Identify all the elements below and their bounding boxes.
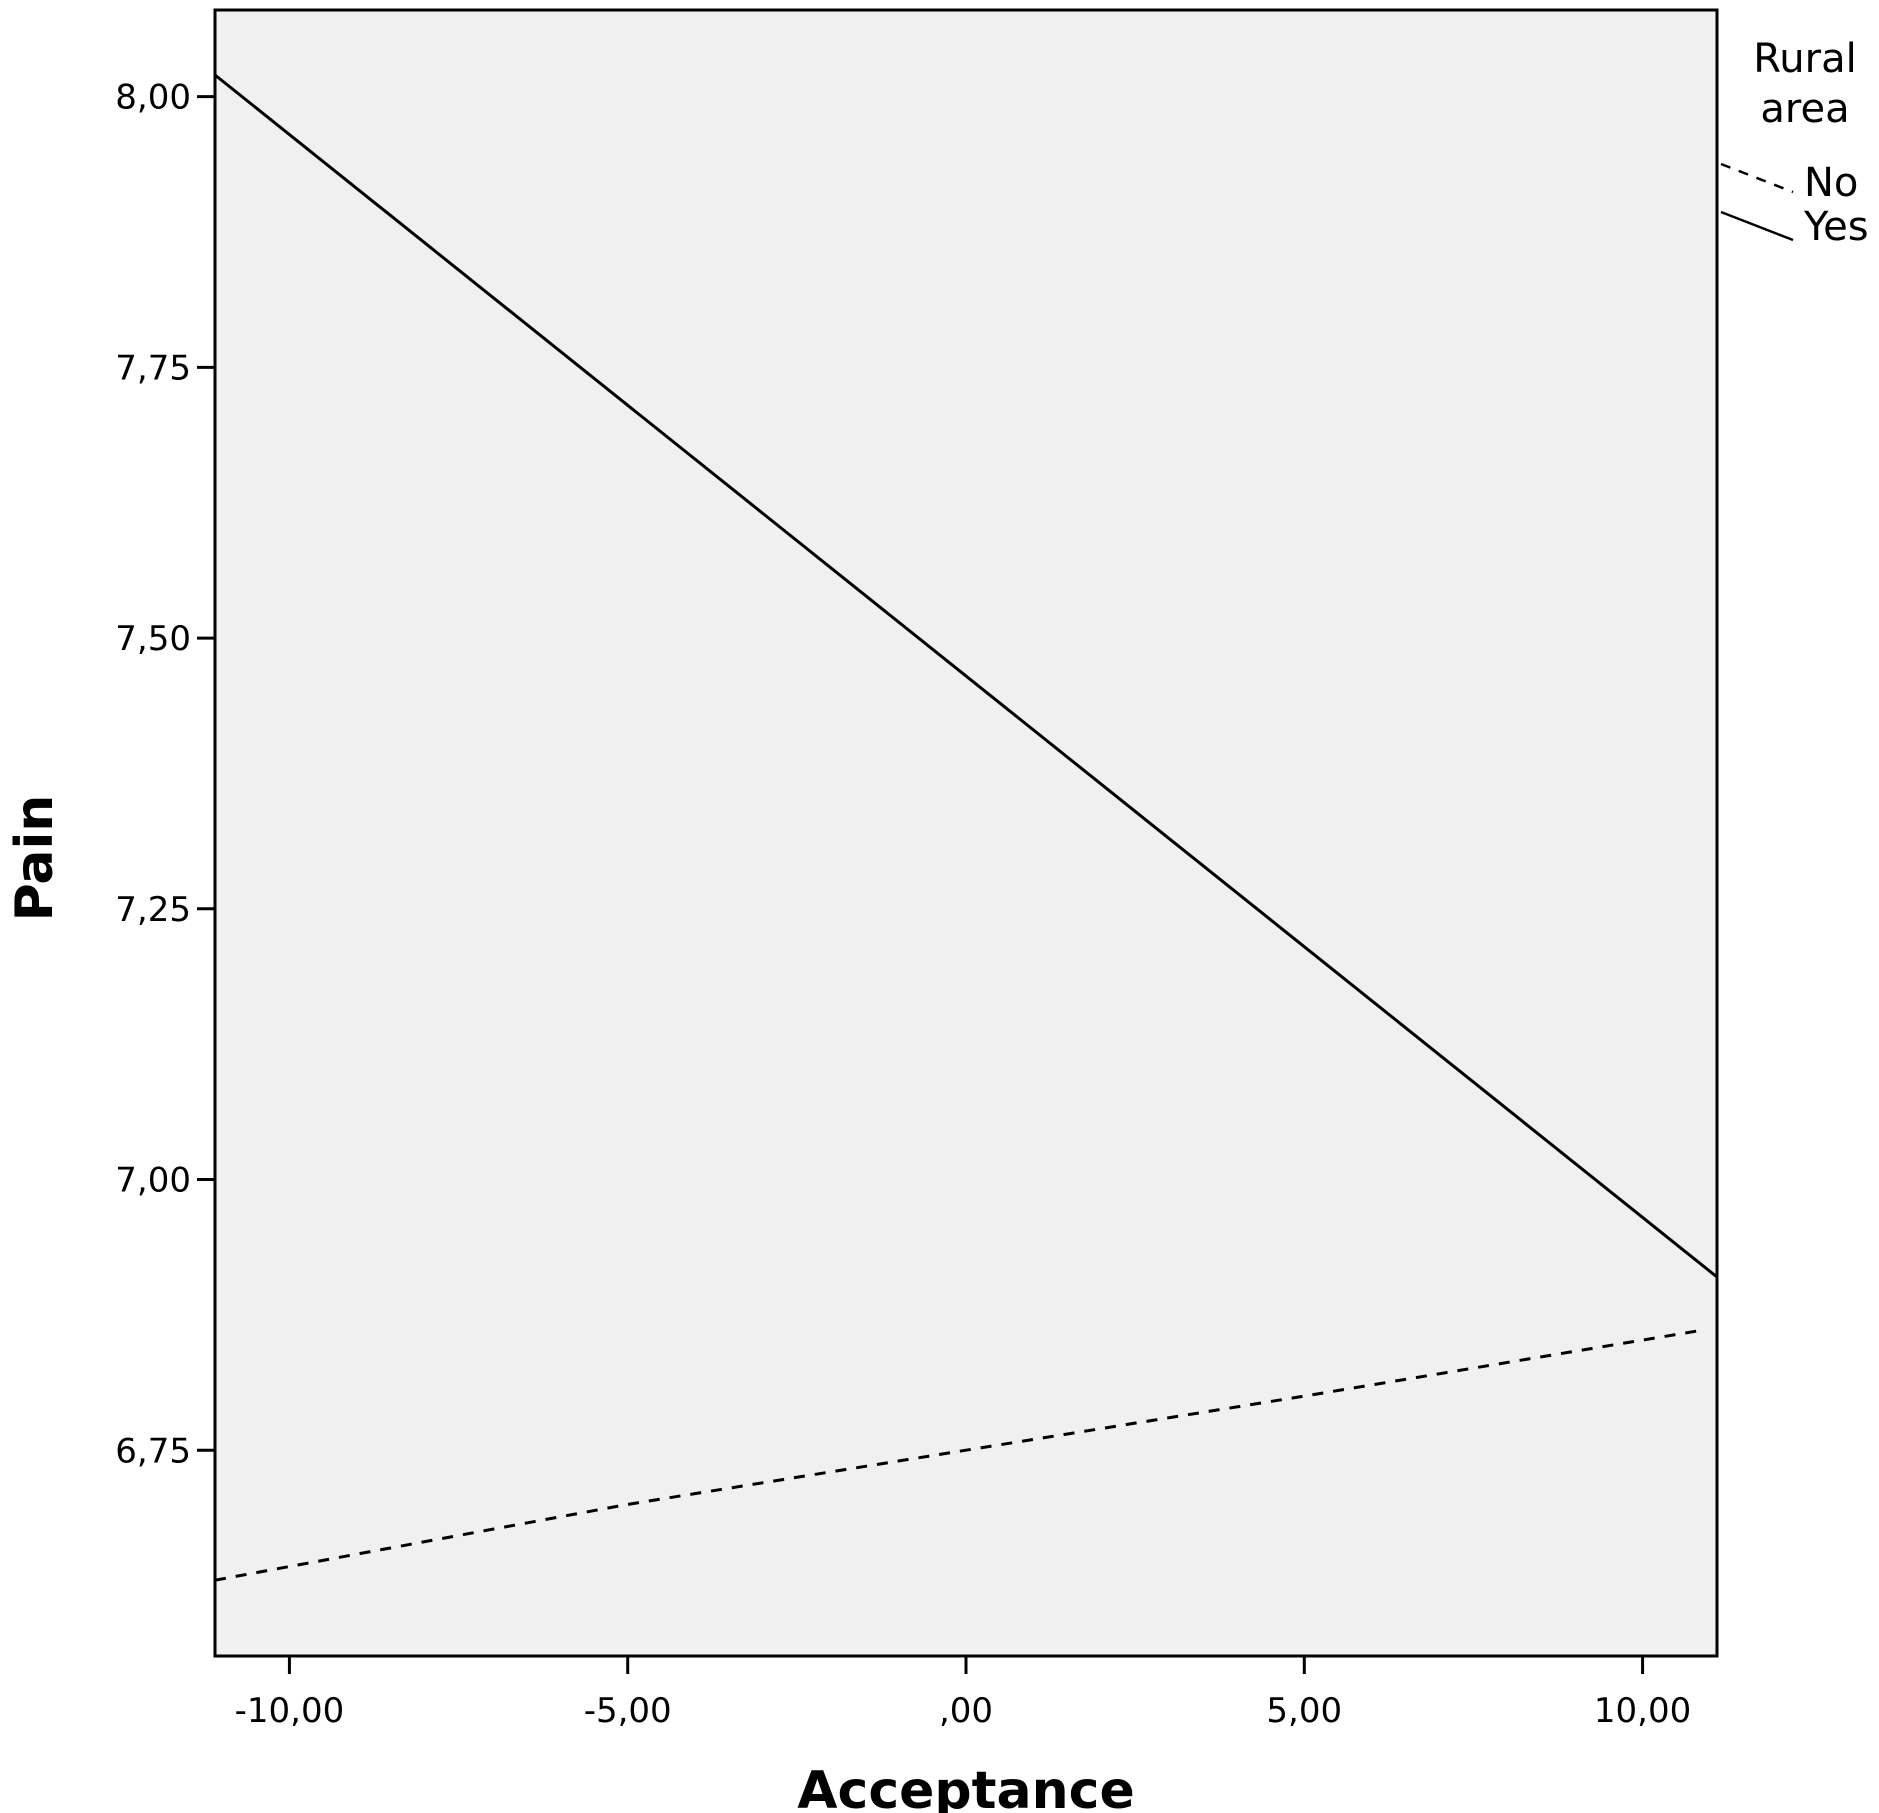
plot-area: [215, 10, 1717, 1656]
y-axis: 6,75 7,00 7,25 7,50 7,75 8,00: [115, 78, 215, 1471]
plot-frame: [213, 8, 1719, 1658]
x-tick-label: -5,00: [584, 1691, 672, 1731]
x-tick-label: -10,00: [235, 1691, 345, 1731]
x-tick-label: ,00: [939, 1691, 993, 1731]
y-axis-title: Pain: [5, 795, 65, 922]
series-layer: [214, 73, 1718, 1582]
legend-label-no: No: [1804, 160, 1858, 206]
legend-title-line-1: Rural: [1753, 36, 1856, 82]
y-tick-label: 8,00: [115, 78, 191, 118]
x-axis-title: Acceptance: [797, 1761, 1134, 1813]
series-line-no: [214, 1329, 1697, 1582]
legend-swatch-no: [1720, 162, 1794, 194]
legend-swatch-yes: [1720, 210, 1794, 242]
x-axis: -10,00 -5,00 ,00 5,00 10,00: [235, 1656, 1691, 1731]
y-tick-label: 7,50: [115, 619, 191, 659]
x-tick-label: 5,00: [1266, 1691, 1342, 1731]
legend-label-yes: Yes: [1803, 204, 1869, 250]
x-tick-label: 10,00: [1594, 1691, 1691, 1731]
y-tick-label: 7,75: [115, 348, 191, 388]
y-tick-label: 7,00: [115, 1161, 191, 1201]
y-tick-label: 7,25: [115, 890, 191, 930]
legend: Rural area No Yes: [1720, 36, 1869, 250]
series-line-yes: [214, 73, 1718, 1279]
legend-title-line-2: area: [1760, 86, 1849, 132]
y-tick-label: 6,75: [115, 1431, 191, 1471]
